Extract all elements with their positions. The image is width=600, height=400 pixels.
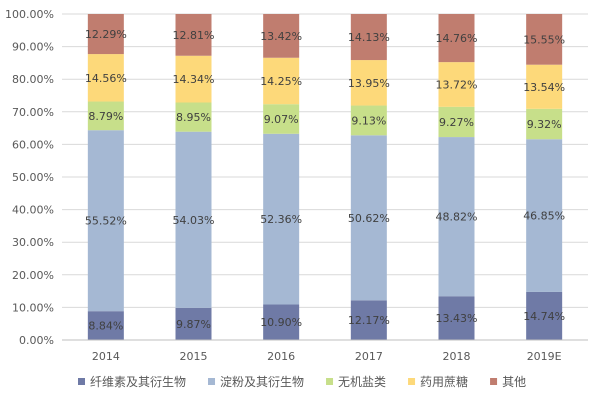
bar-segment — [263, 57, 300, 105]
x-tick-label: 2016 — [267, 350, 295, 363]
data-label: 13.72% — [436, 78, 478, 91]
data-label: 54.03% — [173, 214, 215, 227]
y-tick-label: 70.00% — [12, 106, 54, 119]
bar-segment — [350, 60, 387, 106]
data-label: 55.52% — [85, 215, 127, 228]
data-label: 14.13% — [348, 31, 390, 44]
bar-segment — [175, 55, 212, 103]
bar-segment — [350, 14, 387, 61]
legend-item: 纤维素及其衍生物 — [78, 375, 186, 389]
legend-swatch — [490, 378, 498, 385]
legend-item: 无机盐类 — [326, 375, 386, 389]
data-label: 9.07% — [264, 113, 299, 126]
data-label: 10.90% — [260, 316, 302, 329]
bar-segment — [263, 304, 300, 340]
y-tick-label: 40.00% — [12, 204, 54, 217]
y-tick-label: 20.00% — [12, 269, 54, 282]
bar-segment — [87, 101, 124, 131]
bar-segment — [350, 135, 387, 301]
bar-segment — [526, 108, 563, 140]
y-axis-ticks: 0.00% 10.00% 20.00% 30.00% 40.00% 50.00% 60.00… — [5, 8, 54, 347]
bar-segment — [438, 137, 475, 297]
data-label: 15.55% — [523, 33, 565, 46]
data-label: 14.34% — [173, 73, 215, 86]
y-tick-label: 80.00% — [12, 73, 54, 86]
bar-segment — [175, 102, 212, 132]
legend-swatch — [326, 378, 334, 385]
data-label: 52.36% — [260, 213, 302, 226]
data-label: 14.74% — [523, 310, 565, 323]
data-label: 9.13% — [351, 114, 386, 127]
bar-segment — [526, 14, 563, 65]
data-label: 46.85% — [523, 210, 565, 223]
gridlines — [62, 13, 588, 308]
data-label: 12.29% — [85, 28, 127, 41]
y-tick-label: 10.00% — [12, 301, 54, 314]
legend-swatch — [408, 378, 416, 385]
y-tick-label: 30.00% — [12, 236, 54, 249]
data-label: 14.76% — [436, 32, 478, 45]
data-label: 9.27% — [439, 116, 474, 129]
bar-segment — [526, 291, 563, 340]
data-label: 9.87% — [176, 318, 211, 331]
legend-label: 药用蔗糖 — [420, 374, 468, 389]
bar-segment — [175, 131, 212, 308]
x-tick-label: 2019E — [527, 350, 562, 363]
data-label: 50.62% — [348, 212, 390, 225]
bar-segment — [263, 104, 300, 134]
y-tick-label: 100.00% — [5, 8, 54, 21]
data-labels: 8.84% 55.52% 8.79% 14.56% 12.29% 9.87% 54.03% 8… — [85, 28, 565, 333]
bars — [87, 14, 563, 340]
x-tick-label: 2017 — [355, 350, 383, 363]
bar-segment — [175, 307, 212, 340]
bar-segment — [526, 64, 563, 109]
data-label: 13.42% — [260, 30, 302, 43]
legend-label: 无机盐类 — [338, 375, 386, 389]
bar-segment — [526, 139, 563, 292]
bar-segment — [87, 54, 124, 102]
legend-swatch — [78, 378, 85, 385]
bar-segment — [263, 14, 300, 58]
bar-segment — [438, 14, 475, 63]
bar-segment — [87, 130, 124, 312]
x-tick-label: 2018 — [443, 350, 471, 363]
y-tick-label: 50.00% — [12, 171, 54, 184]
legend: 纤维素及其衍生物 淀粉及其衍生物 无机盐类 药用蔗糖 其他 — [78, 374, 526, 389]
legend-label: 其他 — [502, 375, 526, 389]
legend-item: 其他 — [490, 375, 526, 389]
legend-swatch — [208, 378, 216, 385]
data-label: 8.95% — [176, 111, 211, 124]
y-tick-label: 90.00% — [12, 41, 54, 54]
data-label: 12.17% — [348, 314, 390, 327]
data-label: 8.79% — [88, 110, 123, 123]
legend-item: 淀粉及其衍生物 — [208, 375, 304, 389]
data-label: 13.54% — [523, 81, 565, 94]
bar-segment — [438, 296, 475, 340]
x-tick-label: 2015 — [180, 350, 208, 363]
data-label: 13.95% — [348, 77, 390, 90]
bar-segment — [438, 106, 475, 138]
data-label: 14.56% — [85, 72, 127, 85]
bar-segment — [263, 133, 300, 305]
bar-segment — [87, 311, 124, 340]
data-label: 9.32% — [527, 118, 562, 131]
bar-segment — [175, 14, 212, 56]
bar-segment — [438, 62, 475, 107]
bar-segment — [350, 300, 387, 340]
x-axis-ticks: 2014 2015 2016 2017 2018 2019E — [92, 350, 562, 363]
data-label: 14.25% — [260, 75, 302, 88]
data-label: 13.43% — [436, 312, 478, 325]
y-tick-label: 60.00% — [12, 138, 54, 151]
legend-label: 淀粉及其衍生物 — [220, 375, 304, 389]
x-tick-label: 2014 — [92, 350, 120, 363]
bar-segment — [87, 14, 124, 55]
data-label: 48.82% — [436, 211, 478, 224]
bar-segment — [350, 105, 387, 136]
legend-item: 药用蔗糖 — [408, 374, 468, 389]
data-label: 8.84% — [88, 320, 123, 333]
y-tick-label: 0.00% — [19, 334, 54, 347]
legend-label: 纤维素及其衍生物 — [90, 375, 186, 389]
data-label: 12.81% — [173, 29, 215, 42]
